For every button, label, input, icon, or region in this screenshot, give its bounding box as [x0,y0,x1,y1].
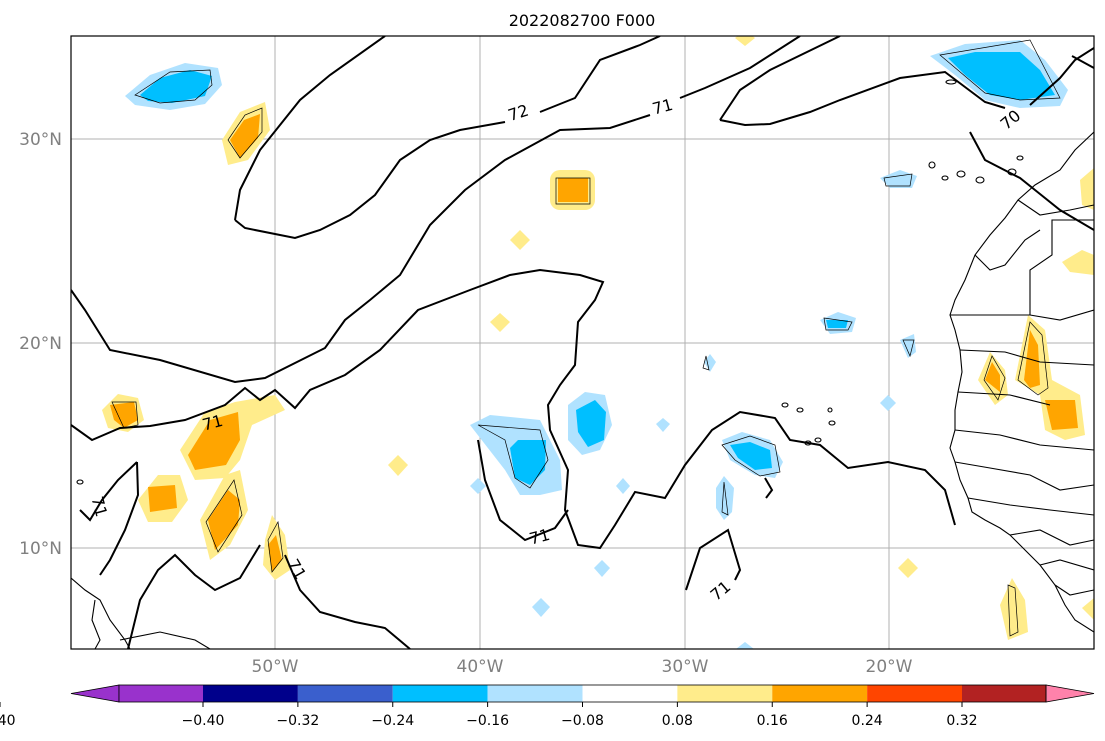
colorbar-tick-label: 0.40 [0,713,16,729]
positive-anomaly-area [188,412,240,470]
contour-72-line [234,121,506,240]
negative-anomaly-area [900,334,916,358]
colorbar-tick-label: −0.40 [182,713,225,729]
contour-71-line [764,477,774,499]
contour-lines [71,36,1094,649]
colorbar-tick-label: 0.32 [946,713,977,729]
negative-anomaly-area [736,642,754,649]
negative-anomaly-area [704,354,716,372]
contour-label: 71 [200,411,225,435]
contour-71-line [127,544,261,649]
positive-anomaly-area [1080,168,1094,210]
graticule [71,36,1094,649]
colorbar-extension-low [70,684,120,703]
colorbar-tick-label: −0.24 [371,713,414,729]
contour-71-line [719,36,841,121]
negative-anomaly-area [716,476,734,520]
colorbar-segment [297,685,393,702]
colorbar-segment [677,685,773,702]
negative-anomaly-area [594,560,610,577]
negative-anomaly-area [656,418,670,432]
contour-71-line [477,439,569,542]
contour-72-line [234,36,386,221]
colorbar-segment [867,685,962,702]
colorbar-segment [203,685,298,702]
positive-anomaly-area [735,36,755,46]
colorbar-tick-label: −0.32 [276,713,319,729]
lon-label-50w: 50°W [252,657,299,677]
colorbar-extension-high [1045,684,1095,703]
contour-70-line [969,131,1094,231]
map-area: 72 71 70 71 71 71 71 71 [71,36,1094,649]
contour-label: 71 [650,95,675,119]
colorbar-segment [772,685,868,702]
positive-anomaly-area [268,535,282,572]
positive-anomaly-area [985,362,1000,392]
negative-anomaly-area [532,598,550,617]
contour-71-line [79,461,138,522]
colorbar-segment [582,685,678,702]
positive-anomaly-area [1045,400,1078,430]
positive-anomaly-area [1082,598,1094,620]
contour-label: 71 [527,525,552,549]
negative-anomaly-area [948,52,1055,100]
colorbar-tick-label: 0.24 [852,713,883,729]
lon-label-30w: 30°W [662,657,709,677]
positive-anomaly-area [558,178,588,202]
negative-anomaly-area [826,320,848,328]
contour-71-line [99,461,140,576]
contour-70-line [1029,47,1094,106]
lon-label-20w: 20°W [866,657,913,677]
negative-anomaly-area [880,395,896,411]
colorbar-segment [392,685,488,702]
positive-anomaly-area [510,230,530,250]
positive-anomaly-area [1000,578,1028,640]
contour-label: 71 [707,577,735,605]
colorbar: −0.40 −0.32 −0.24 −0.16 −0.08 0.08 0.16 0.24 0.3… [0,684,1095,729]
colorbar-segment [119,685,203,702]
negative-anomaly-area [510,440,546,485]
contour-label: 70 [997,106,1025,134]
colorbar-segment [487,685,583,702]
contour-71-line [685,528,742,591]
lon-label-40w: 40°W [457,657,504,677]
anomaly-outlines [111,39,1061,637]
colorbar-tick-label: −0.16 [466,713,509,729]
negative-anomaly-area [576,400,606,447]
colorbar-tick-label: 0.08 [662,713,693,729]
map-frame [70,35,1095,650]
contour-71-line [71,114,651,384]
colorbar-tick-label: −0.08 [561,713,604,729]
contour-71-line [71,268,956,550]
positive-anomaly-area [1024,330,1040,388]
contour-label: 71 [88,494,112,519]
negative-anomaly-area [140,70,212,103]
lat-label-20n: 20°N [19,334,62,354]
positive-anomaly-area [230,114,260,158]
positive-anomaly-area [898,558,918,578]
contour-70-line [1071,55,1094,69]
figure-title: 2022082700 F000 [509,11,656,30]
lat-label-10n: 10°N [19,539,62,559]
positive-anomaly-area [388,455,408,476]
negative-anomaly-area [730,442,772,470]
colorbar-tick-label: 0.16 [757,713,788,729]
negative-anomaly-area [470,478,486,494]
shaded-anomalies [102,36,1094,649]
contour-71-line [679,36,801,99]
contour-72-line [539,36,661,113]
positive-anomaly-area [148,485,177,512]
lat-label-30n: 30°N [19,130,62,150]
positive-anomaly-area [1062,250,1094,275]
contour-71-line [284,554,411,649]
positive-anomaly-area [490,313,510,332]
positive-anomaly-area [208,490,240,550]
contour-71-line [719,70,1006,127]
negative-anomaly-area [616,478,630,494]
coastlines [71,79,1094,649]
colorbar-segment [962,685,1046,702]
positive-anomaly-area [110,402,138,428]
contour-label: 72 [506,101,531,125]
